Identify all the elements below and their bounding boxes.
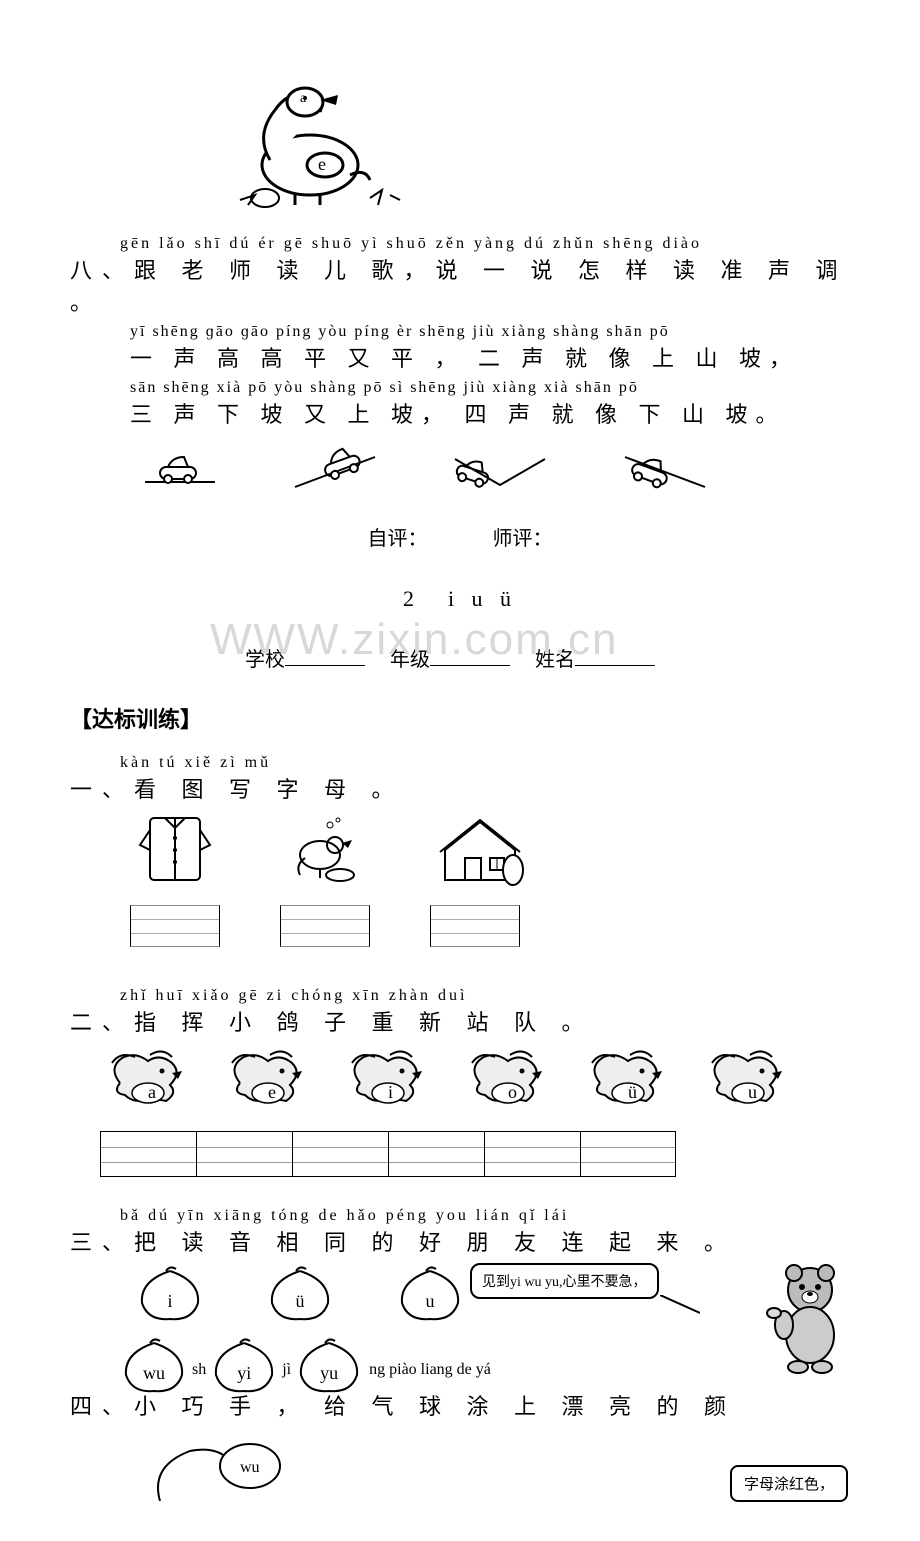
watermark: WWW.zixin.com.cn bbox=[210, 615, 618, 665]
dove-e: e bbox=[220, 1043, 310, 1113]
ex1-pic-clothes bbox=[130, 810, 220, 947]
answer-cell[interactable] bbox=[484, 1131, 580, 1177]
peach-yi: yi bbox=[204, 1335, 284, 1395]
dove-o: o bbox=[460, 1043, 550, 1113]
ex2-pinyin: zhǐ huī xiǎo gē zi chóng xīn zhàn duì bbox=[120, 987, 850, 1005]
answer-cell[interactable] bbox=[292, 1131, 388, 1177]
dove-i: i bbox=[340, 1043, 430, 1113]
exercise-4-line: wu sh yi jì yu ng piào liang de yá bbox=[70, 1335, 850, 1395]
balloon-partial-icon bbox=[150, 1441, 290, 1501]
evaluation-row: 自评： 师评： bbox=[70, 522, 850, 551]
poem-line2-pinyin: sān shēng xià pō yòu shàng pō sì shēng j… bbox=[130, 379, 850, 397]
dove-u: u bbox=[700, 1043, 790, 1113]
self-eval-label: 自评： bbox=[368, 528, 428, 550]
section8-pinyin: gēn lǎo shī dú ér gē shuō yì shuō zěn yà… bbox=[120, 235, 850, 253]
write-box-2[interactable] bbox=[280, 905, 370, 947]
dove-a: a bbox=[100, 1043, 190, 1113]
bottom-partial: wu 字母涂红色， bbox=[70, 1441, 850, 1501]
peach-i: i bbox=[130, 1263, 210, 1323]
answer-cell[interactable] bbox=[388, 1131, 484, 1177]
pointer-line-icon bbox=[660, 1295, 700, 1315]
exercise-3: bǎ dú yīn xiāng tóng de hǎo péng you liá… bbox=[70, 1207, 850, 1421]
ex4-pinyin-rest: ng piào liang de yá bbox=[369, 1361, 491, 1379]
dove-letter: a bbox=[148, 1082, 156, 1103]
car-tone4-icon bbox=[620, 447, 710, 492]
svg-text:e: e bbox=[318, 154, 326, 174]
dove-letter: u bbox=[748, 1082, 757, 1103]
balloon-wu-label: wu bbox=[240, 1459, 260, 1477]
section-8: gēn lǎo shī dú ér gē shuō yì shuō zěn yà… bbox=[70, 235, 850, 492]
poem-line1-hanzi: 一 声 高 高 平 又 平 ， 二 声 就 像 上 山 坡， bbox=[130, 341, 850, 373]
answer-cell[interactable] bbox=[580, 1131, 676, 1177]
dove-ü: ü bbox=[580, 1043, 670, 1113]
ex1-hanzi: 一、看 图 写 字 母 。 bbox=[70, 772, 850, 804]
exercise-2: zhǐ huī xiǎo gē zi chóng xīn zhàn duì 二、… bbox=[70, 987, 850, 1177]
ex3-hanzi: 三、把 读 音 相 同 的 好 朋 友 连 起 来 。 bbox=[70, 1225, 850, 1257]
car-tone3-icon bbox=[450, 447, 550, 492]
dove-letter: i bbox=[388, 1082, 393, 1103]
section8-hanzi: 八、跟 老 师 读 儿 歌，说 一 说 怎 样 读 准 声 调 。 bbox=[70, 253, 850, 317]
ex1-pic-house bbox=[430, 810, 530, 947]
lesson-title: 2 i u ü bbox=[70, 581, 850, 613]
answer-cell[interactable] bbox=[100, 1131, 196, 1177]
peach-ü: ü bbox=[260, 1263, 340, 1323]
answer-cell[interactable] bbox=[196, 1131, 292, 1177]
ex1-pinyin: kàn tú xiě zì mǔ bbox=[120, 754, 850, 772]
teacher-eval-label: 师评： bbox=[493, 528, 553, 550]
tone-cars bbox=[140, 447, 850, 492]
peach-wu: wu bbox=[114, 1335, 194, 1395]
ex3-tip: 见到yi wu yu,心里不要急， bbox=[470, 1263, 659, 1299]
write-box-1[interactable] bbox=[130, 905, 220, 947]
bear-icon bbox=[760, 1255, 850, 1380]
exercise-1: kàn tú xiě zì mǔ 一、看 图 写 字 母 。 bbox=[70, 754, 850, 947]
dove-letter: o bbox=[508, 1082, 517, 1103]
poem-line2-hanzi: 三 声 下 坡 又 上 坡， 四 声 就 像 下 山 坡。 bbox=[130, 397, 850, 429]
poem-line1-pinyin: yī shēng ɡāo ɡāo píng yòu píng èr shēng … bbox=[130, 323, 850, 341]
dove-letter: ü bbox=[628, 1082, 637, 1103]
ex4-tip: 字母涂红色， bbox=[730, 1465, 848, 1502]
car-tone2-icon bbox=[290, 447, 380, 492]
ex2-hanzi: 二、指 挥 小 鸽 子 重 新 站 队 。 bbox=[70, 1005, 850, 1037]
peach-yu: yu bbox=[289, 1335, 369, 1395]
dove-letter: e bbox=[268, 1082, 276, 1103]
write-box-3[interactable] bbox=[430, 905, 520, 947]
tone-poem: yī shēng ɡāo ɡāo píng yòu píng èr shēng … bbox=[70, 323, 850, 429]
ex3-pinyin: bǎ dú yīn xiāng tóng de hǎo péng you liá… bbox=[120, 1207, 850, 1225]
ex1-pic-crow bbox=[280, 810, 370, 947]
dabiao-header: 【达标训练】 bbox=[70, 702, 850, 734]
peach-u: u bbox=[390, 1263, 470, 1323]
goose-illustration: e a bbox=[210, 60, 410, 215]
car-tone1-icon bbox=[140, 447, 220, 487]
